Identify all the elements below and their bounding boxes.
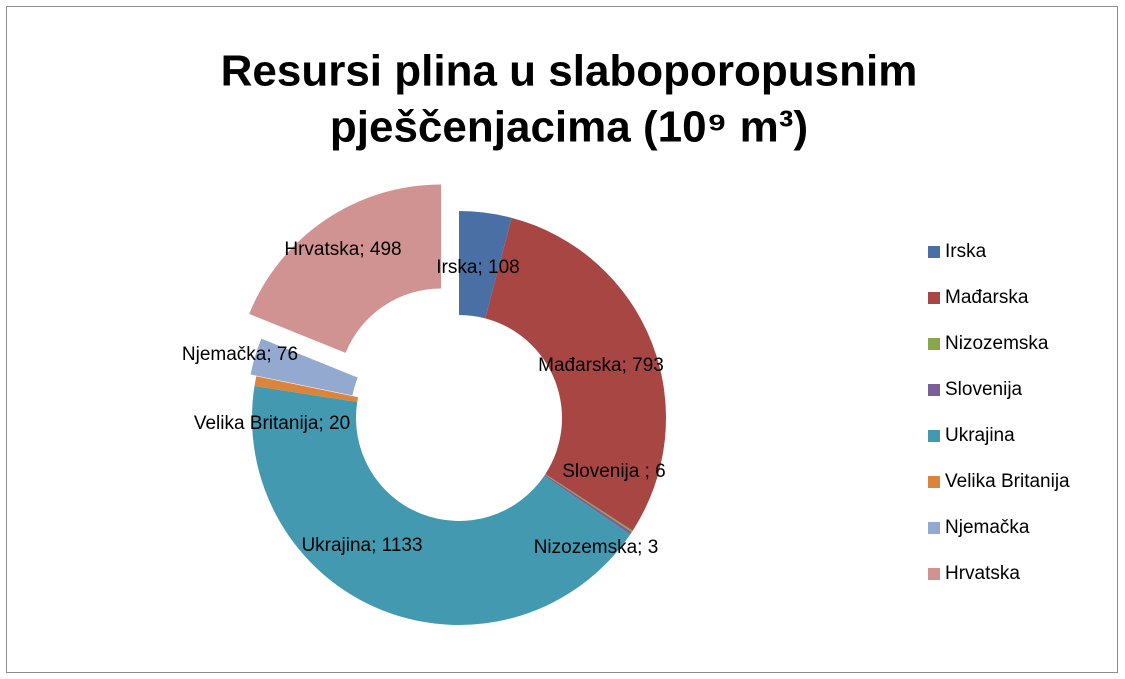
chart-title: Resursi plina u slaboporopusnim bbox=[221, 47, 918, 96]
legend-label: Velika Britanija bbox=[945, 471, 1070, 492]
data-label: Mađarska; 793 bbox=[538, 355, 664, 376]
legend-label: Ukrajina bbox=[945, 425, 1015, 446]
legend-swatch bbox=[928, 476, 940, 488]
legend-label: Njemačka bbox=[945, 517, 1030, 538]
legend-swatch bbox=[928, 338, 940, 350]
donut-slice bbox=[249, 184, 442, 353]
data-label: Irska; 108 bbox=[436, 257, 519, 278]
donut-slice bbox=[254, 376, 359, 403]
donut-slice bbox=[544, 474, 633, 532]
legend-swatch bbox=[928, 292, 940, 304]
legend-swatch bbox=[928, 246, 940, 258]
chart-title: pješčenjacima (10⁹ m³) bbox=[330, 103, 808, 152]
data-label: Hrvatska; 498 bbox=[284, 239, 401, 260]
legend-label: Hrvatska bbox=[945, 563, 1020, 584]
donut-slice bbox=[250, 338, 358, 396]
legend-label: Slovenija bbox=[945, 379, 1023, 400]
data-label: Slovenija ; 6 bbox=[562, 461, 666, 482]
donut-slice bbox=[252, 385, 631, 625]
legend-swatch bbox=[928, 568, 940, 580]
data-label: Ukrajina; 1133 bbox=[301, 535, 422, 556]
legend-swatch bbox=[928, 430, 940, 442]
donut-slice bbox=[459, 211, 512, 319]
legend-label: Irska bbox=[945, 241, 987, 262]
legend-swatch bbox=[928, 522, 940, 534]
data-label: Nizozemska; 3 bbox=[534, 537, 659, 558]
legend-label: Nizozemska bbox=[945, 333, 1049, 354]
data-label: Velika Britanija; 20 bbox=[194, 413, 350, 434]
donut-slice bbox=[485, 217, 667, 531]
legend-swatch bbox=[928, 384, 940, 396]
donut-slice bbox=[544, 474, 632, 535]
data-label: Njemačka; 76 bbox=[182, 344, 298, 365]
legend-label: Mađarska bbox=[945, 287, 1029, 308]
